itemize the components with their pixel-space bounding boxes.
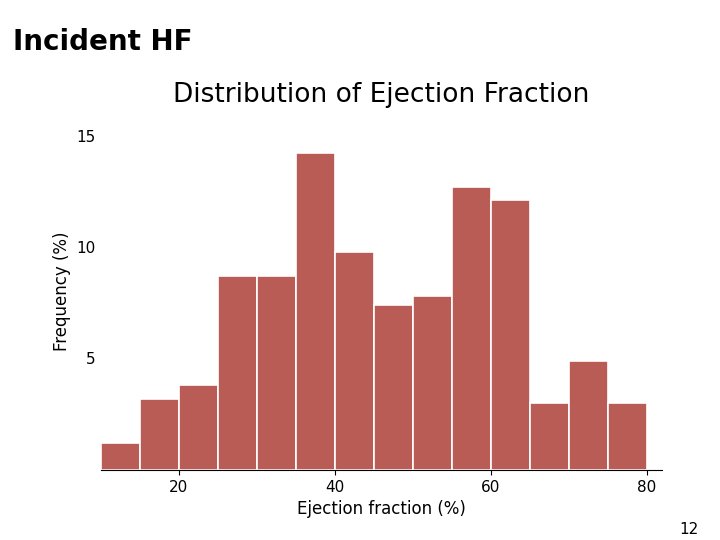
Bar xyxy=(217,276,257,470)
Bar xyxy=(374,305,413,470)
Bar xyxy=(491,200,530,470)
Text: 12: 12 xyxy=(679,522,698,537)
Title: Distribution of Ejection Fraction: Distribution of Ejection Fraction xyxy=(174,82,590,109)
Bar xyxy=(296,153,335,470)
Bar xyxy=(530,403,569,470)
Text: Incident HF: Incident HF xyxy=(13,28,192,56)
Bar xyxy=(608,403,647,470)
Bar xyxy=(101,443,140,470)
Y-axis label: Frequency (%): Frequency (%) xyxy=(53,232,71,352)
Bar xyxy=(451,187,491,470)
Bar xyxy=(335,252,374,470)
Bar xyxy=(569,361,608,470)
Bar xyxy=(140,399,179,470)
X-axis label: Ejection fraction (%): Ejection fraction (%) xyxy=(297,500,466,518)
Bar xyxy=(413,296,451,470)
Bar xyxy=(179,385,218,470)
Bar xyxy=(257,276,296,470)
